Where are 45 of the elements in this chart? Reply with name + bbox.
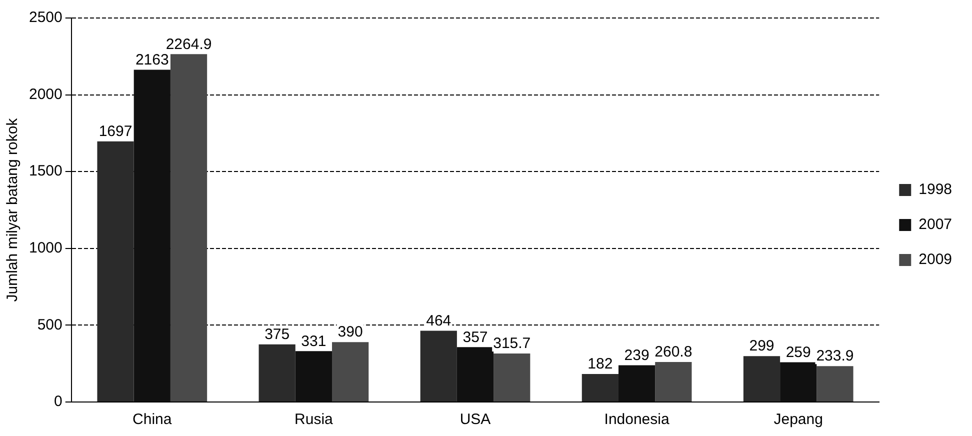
legend-label: 1998 [918, 181, 952, 198]
data-label: 233.9 [816, 348, 854, 365]
x-tick-label: Indonesia [604, 411, 670, 428]
y-tick-label: 1000 [28, 240, 62, 257]
bar [494, 354, 530, 402]
data-label: 259 [786, 344, 811, 361]
bar [618, 365, 656, 402]
data-label: 375 [264, 326, 290, 344]
y-axis-title: Jumlah milyar batang rokok [4, 118, 22, 302]
y-tick-label: 500 [37, 316, 62, 334]
legend-label: 2007 [918, 216, 952, 234]
data-label: 260.8 [654, 344, 692, 361]
data-label: 390 [338, 324, 363, 341]
data-label: 464 [426, 312, 452, 330]
y-tick-label: 2000 [28, 86, 62, 103]
bar [295, 351, 332, 402]
bar [655, 362, 692, 402]
x-tick-label: Rusia [294, 411, 334, 428]
data-label: 239 [624, 346, 650, 364]
x-tick-label: China [132, 411, 172, 428]
y-tick-label: 1500 [28, 162, 62, 180]
bar [582, 374, 618, 402]
bar [170, 54, 208, 402]
x-tick-label: USA [460, 411, 491, 428]
bar [456, 347, 494, 402]
y-tick-label: 2500 [28, 9, 62, 26]
data-label: 2163 [135, 51, 169, 68]
bar [780, 362, 817, 402]
y-tick-label: 0 [54, 393, 62, 410]
data-label: 299 [749, 338, 774, 355]
bar [332, 342, 369, 402]
bar [134, 70, 170, 402]
bar [420, 330, 457, 402]
bar [743, 356, 780, 402]
data-label: 331 [301, 332, 326, 350]
bar [258, 344, 296, 402]
data-label: 182 [588, 356, 613, 373]
bar [816, 366, 854, 402]
data-label: 357 [462, 328, 488, 346]
x-tick-label: Jepang [774, 411, 823, 428]
data-label: 315.7 [493, 335, 531, 352]
bar [97, 141, 134, 402]
data-label: 1697 [98, 122, 132, 140]
legend-label: 2009 [918, 251, 952, 268]
data-label: 2264.9 [166, 36, 212, 53]
